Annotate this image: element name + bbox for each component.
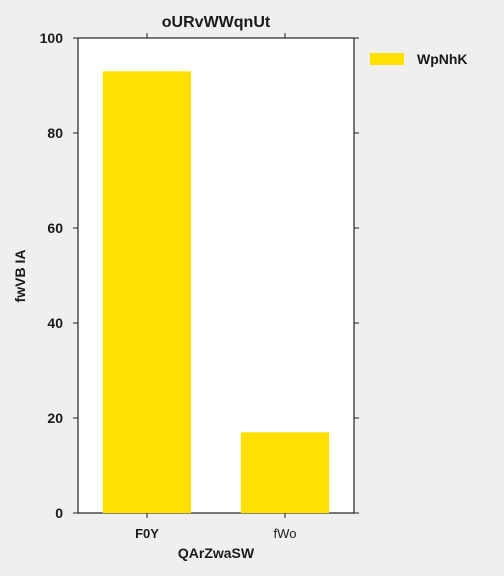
y-axis-label: fwVB IA: [12, 250, 28, 303]
legend-swatch: [370, 53, 404, 65]
y-tick-label: 40: [47, 315, 63, 331]
x-tick-label: F0Y: [135, 526, 159, 541]
y-tick-label: 0: [55, 505, 63, 521]
x-tick-label: fWo: [274, 526, 297, 541]
y-tick-label: 60: [47, 220, 63, 236]
chart-title: oURvWWqnUt: [162, 14, 271, 31]
y-tick-label: 80: [47, 125, 63, 141]
bar-f0y: [102, 71, 192, 514]
x-axis-ticks: F0Y fWo: [135, 33, 296, 541]
bars-group: [102, 71, 330, 514]
y-tick-label: 20: [47, 410, 63, 426]
legend-label: WpNhK: [417, 51, 468, 67]
x-axis-label: QArZwaSW: [178, 545, 255, 561]
legend: WpNhK: [370, 51, 468, 67]
y-tick-label: 100: [40, 30, 64, 46]
y-axis-ticks: 0 20 40 60 80 100: [40, 30, 359, 521]
bar-fwo: [240, 432, 330, 514]
